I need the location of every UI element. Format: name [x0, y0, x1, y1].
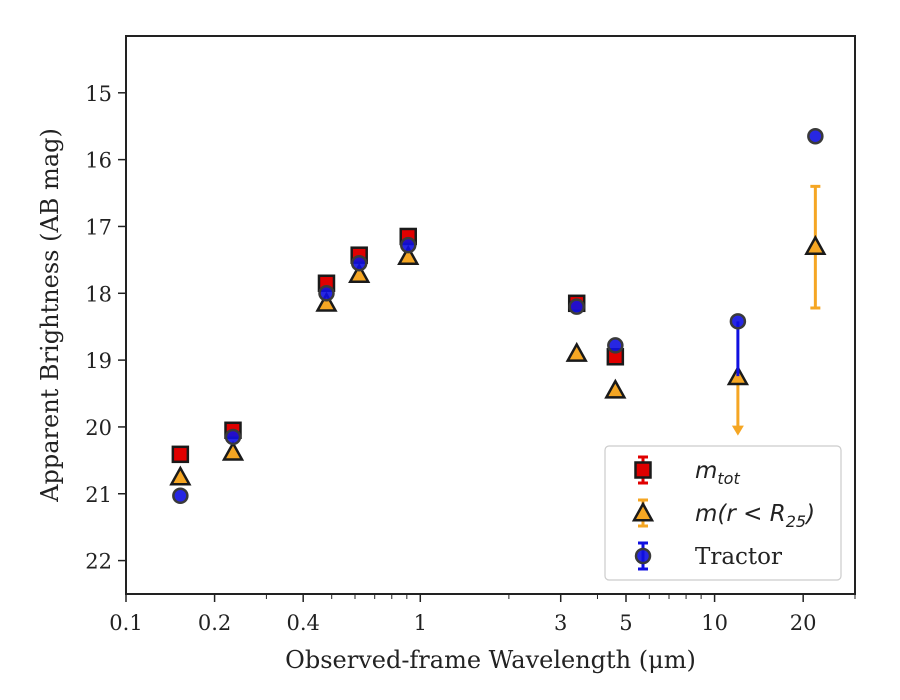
y-tick-label: 19	[85, 349, 112, 373]
data-point	[397, 244, 420, 265]
legend-label: Tractor	[695, 544, 782, 570]
data-point	[565, 341, 588, 362]
x-tick-label: 5	[619, 611, 632, 635]
legend-label-subscript: tot	[717, 469, 740, 488]
data-point	[568, 298, 585, 315]
x-tick-label: 0.4	[286, 611, 319, 635]
series-triangle	[169, 184, 827, 486]
plot-frame	[125, 35, 856, 595]
data-point	[348, 262, 371, 284]
data-point	[318, 285, 335, 302]
data-point	[399, 236, 417, 254]
legend-marker-triangle	[631, 501, 655, 522]
y-tick-label: 21	[85, 483, 112, 507]
legend-label: mtot	[695, 458, 740, 488]
y-tick-label: 16	[85, 149, 112, 173]
y-tick-label: 22	[85, 550, 112, 574]
data-point	[224, 428, 242, 446]
legend-label-main: m(r < R	[695, 501, 786, 527]
axis-ticks: 0.1 0.2 0.4 1 3 5 10 20 15 16 17 18 19 20 21 22	[85, 82, 856, 635]
data-point	[221, 440, 245, 461]
upper-limit-arrowhead	[731, 425, 744, 436]
data-point	[729, 313, 747, 330]
legend-marker-circle	[634, 547, 652, 565]
y-tick-label: 17	[85, 215, 112, 239]
x-tick-label: 0.2	[198, 611, 231, 635]
legend-label-main: m	[695, 458, 717, 484]
x-tick-label: 1	[414, 611, 427, 635]
data-point	[315, 291, 338, 312]
y-tick-label: 18	[85, 282, 112, 306]
legend-label-tail: )	[804, 501, 815, 527]
data-point	[807, 127, 824, 145]
data-point	[169, 465, 192, 486]
data-point	[172, 487, 189, 505]
y-tick-label: 20	[85, 416, 112, 440]
x-axis-label: Observed-frame Wavelength (μm)	[285, 646, 696, 674]
data-point	[607, 337, 624, 354]
data-point	[350, 254, 368, 272]
x-tick-label: 10	[701, 611, 728, 635]
legend-label-subscript: 25	[786, 512, 806, 531]
legend: mtot m(r < R25) Tractor	[604, 445, 842, 581]
y-tick-label: 15	[85, 82, 112, 106]
data-point	[804, 234, 827, 255]
legend-marker-square	[634, 461, 652, 479]
data-point	[171, 445, 190, 464]
data-marks	[169, 127, 827, 505]
y-axis-label: Apparent Brightness (AB mag)	[36, 128, 64, 503]
legend-label: m(r < R25)	[695, 501, 815, 531]
x-tick-label: 3	[554, 611, 567, 635]
x-tick-label: 20	[790, 611, 817, 635]
x-tick-label: 0.1	[109, 611, 142, 635]
data-point	[604, 378, 627, 399]
legend-box	[604, 445, 842, 581]
series-circle	[172, 127, 824, 505]
